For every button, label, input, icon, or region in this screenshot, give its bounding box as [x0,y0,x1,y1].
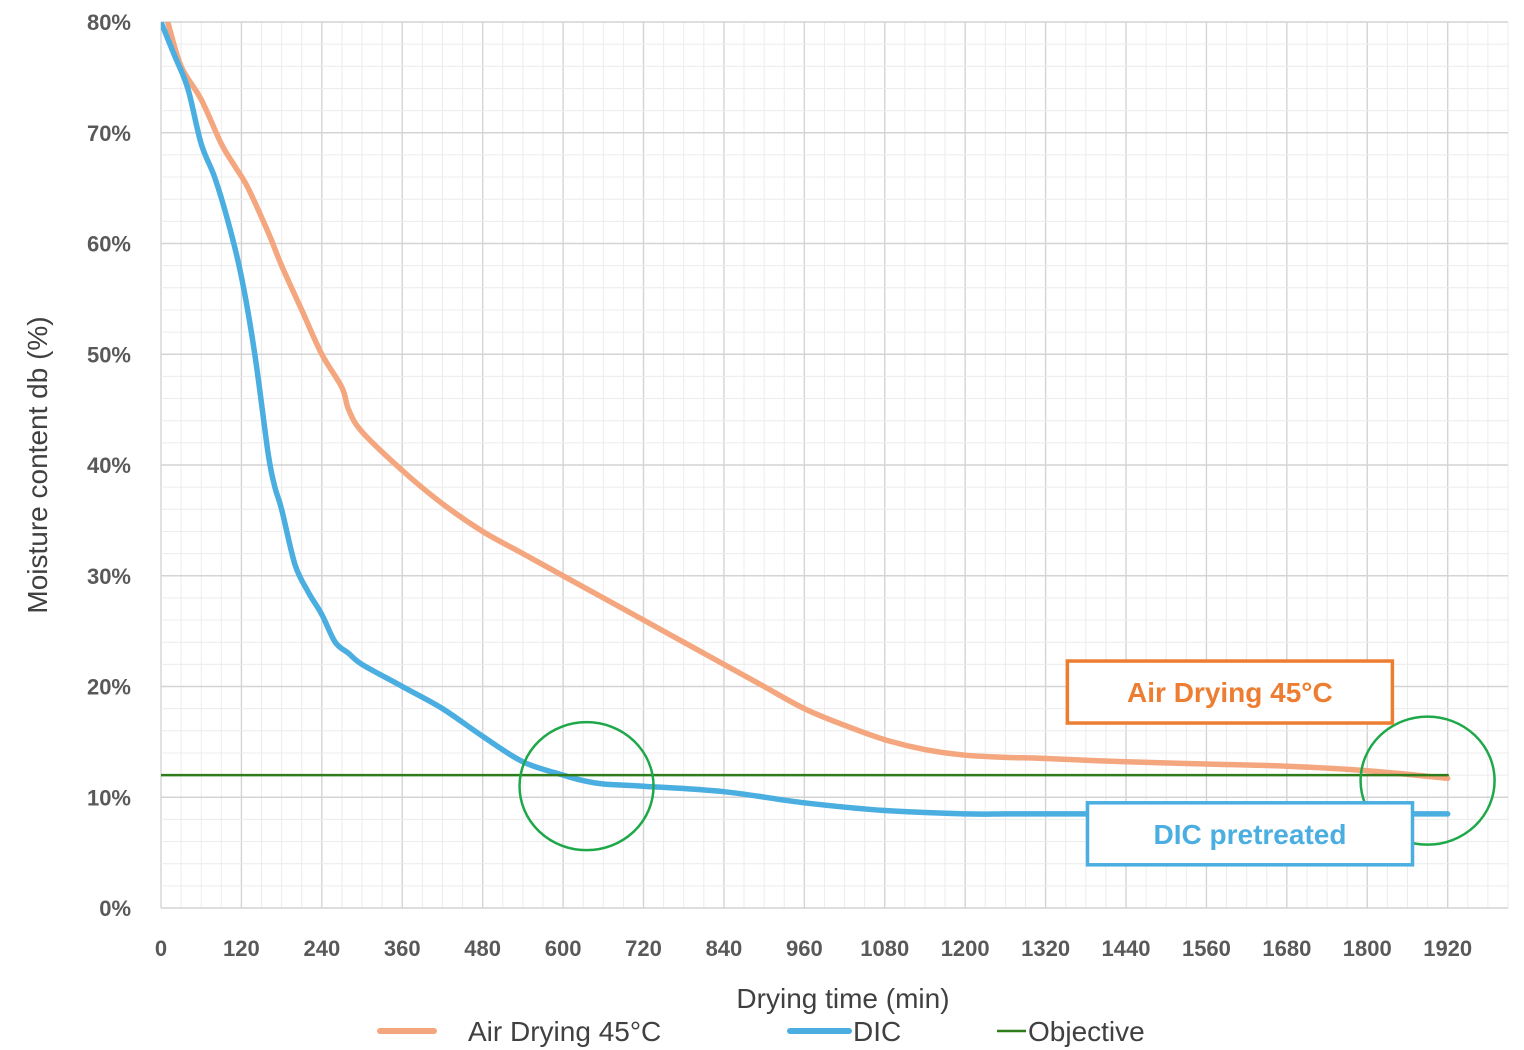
x-tick-label: 480 [464,936,501,961]
series-line-air-drying-45-c [164,22,1451,782]
y-tick-label: 0% [99,896,131,921]
x-tick-label: 360 [384,936,421,961]
y-tick-label: 70% [87,121,131,146]
legend-label: DIC [853,1016,901,1047]
legend: Air Drying 45°C DIC Objective [377,1016,1145,1047]
annotations: Air Drying 45°C DIC pretreated [518,659,1496,867]
annotation-box [1065,659,1395,725]
x-tick-label: 120 [223,936,260,961]
x-axis-label: Drying time (min) [736,983,949,1014]
highlight-circle [1359,715,1496,846]
x-tick-label: 840 [706,936,743,961]
legend-label: Objective [1028,1016,1145,1047]
y-tick-label: 40% [87,453,131,478]
y-tick-label: 80% [87,10,131,35]
x-tick-label: 1200 [941,936,990,961]
x-tick-label: 1440 [1102,936,1151,961]
x-tick-label: 1080 [860,936,909,961]
legend-label: Air Drying 45°C [468,1016,661,1047]
y-tick-label: 60% [87,232,131,257]
x-tick-label: 1560 [1182,936,1231,961]
y-tick-label: 50% [87,342,131,367]
y-axis-label: Moisture content db (%) [22,316,53,613]
y-tick-label: 30% [87,564,131,589]
annotation-label: Air Drying 45°C [1127,677,1333,708]
x-tick-label: 960 [786,936,823,961]
y-tick-label: 20% [87,675,131,700]
x-tick-label: 720 [625,936,662,961]
x-tick-label: 1680 [1262,936,1311,961]
tick-labels: 0 120 240 360 480 600 720 840 960 1080 1200 1320 144… [87,10,1472,961]
x-tick-label: 240 [303,936,340,961]
annotation-label: DIC pretreated [1154,819,1347,850]
annotation-box [1085,801,1415,867]
series-group [161,22,1451,817]
series-line-dic [161,22,1451,817]
x-tick-label: 0 [155,936,167,961]
x-tick-label: 1320 [1021,936,1070,961]
highlight-circle [518,720,655,852]
y-tick-label: 10% [87,785,131,810]
x-tick-label: 600 [545,936,582,961]
x-tick-label: 1920 [1423,936,1472,961]
x-tick-label: 1800 [1343,936,1392,961]
